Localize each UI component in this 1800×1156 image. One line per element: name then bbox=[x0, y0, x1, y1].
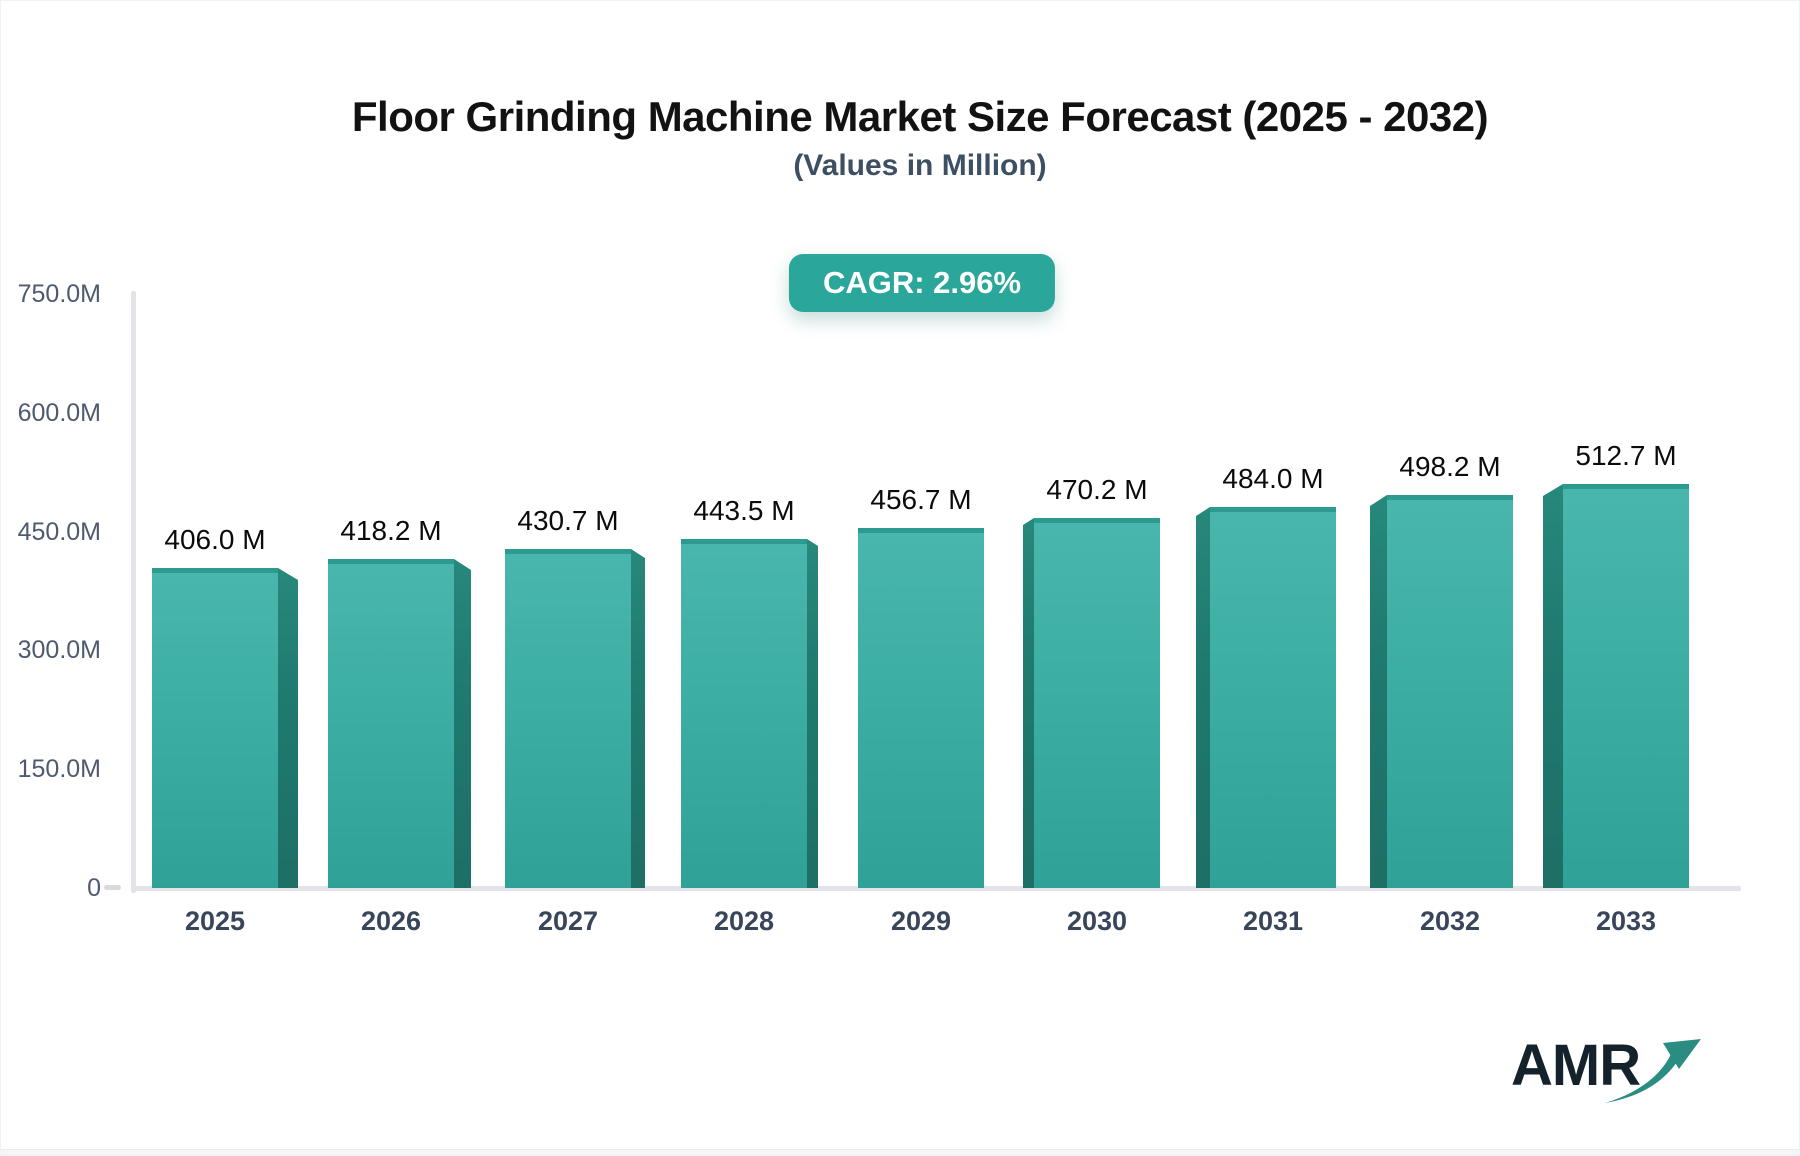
x-axis-label: 2030 bbox=[1066, 906, 1128, 936]
y-axis-line bbox=[131, 291, 136, 893]
y-axis-label: 300.0M bbox=[17, 636, 101, 665]
x-axis-label: 2032 bbox=[1419, 906, 1481, 936]
bar-2032 bbox=[1387, 495, 1513, 888]
bar-side-2033 bbox=[1543, 484, 1563, 888]
bar-value-label: 456.7 M bbox=[870, 484, 972, 515]
bar-2028 bbox=[681, 539, 807, 888]
bar-value-label: 484.0 M bbox=[1222, 463, 1324, 494]
bar-2025 bbox=[152, 568, 278, 888]
y-axis-label: 750.0M bbox=[17, 280, 101, 308]
page-bottom-strip bbox=[1, 1149, 1799, 1155]
x-axis-label: 2028 bbox=[713, 906, 775, 936]
bar-2031 bbox=[1210, 507, 1336, 888]
y-axis-label: 450.0M bbox=[17, 517, 101, 546]
x-axis-label: 2029 bbox=[890, 906, 952, 936]
amr-logo: AMR bbox=[1511, 1033, 1741, 1113]
bar-value-label: 430.7 M bbox=[517, 505, 619, 536]
bar-value-label: 418.2 M bbox=[340, 515, 442, 546]
bar-2027 bbox=[505, 549, 631, 888]
y-axis-label: 600.0M bbox=[17, 398, 101, 427]
bar-side-2032 bbox=[1370, 495, 1387, 888]
x-axis-label: 2026 bbox=[360, 906, 422, 936]
x-axis-label: 2031 bbox=[1242, 906, 1304, 936]
bar-2026 bbox=[328, 559, 454, 888]
chart-title: Floor Grinding Machine Market Size Forec… bbox=[351, 93, 1489, 140]
bar-value-label: 443.5 M bbox=[693, 495, 795, 526]
bar-value-label: 498.2 M bbox=[1399, 451, 1501, 482]
bar-side-2027 bbox=[631, 549, 645, 888]
bar-side-2026 bbox=[454, 559, 471, 888]
x-axis-label: 2027 bbox=[537, 906, 599, 936]
bar-value-label: 406.0 M bbox=[164, 524, 266, 555]
zero-tick-mark bbox=[104, 885, 121, 890]
bar-side-2025 bbox=[278, 568, 298, 888]
x-axis-line bbox=[131, 886, 1741, 891]
bar-2030 bbox=[1034, 518, 1160, 888]
bar-side-2028 bbox=[807, 539, 818, 888]
x-axis-label: 2025 bbox=[184, 906, 246, 936]
bar-value-label: 512.7 M bbox=[1575, 440, 1677, 471]
chart-subtitle: (Values in Million) bbox=[793, 149, 1047, 182]
x-axis-label: 2033 bbox=[1595, 906, 1657, 936]
y-axis-label: 0 bbox=[87, 874, 101, 902]
bar-side-2030 bbox=[1023, 518, 1034, 888]
amr-logo-arrow-icon bbox=[1605, 1039, 1701, 1103]
cagr-badge: CAGR: 2.96% bbox=[788, 254, 1056, 312]
bar-2029 bbox=[858, 528, 984, 888]
y-axis-label: 150.0M bbox=[17, 755, 101, 784]
bar-value-label: 470.2 M bbox=[1046, 474, 1148, 505]
bar-2033 bbox=[1563, 484, 1689, 888]
bar-side-2031 bbox=[1196, 507, 1210, 888]
amr-logo-text: AMR bbox=[1511, 1033, 1641, 1098]
